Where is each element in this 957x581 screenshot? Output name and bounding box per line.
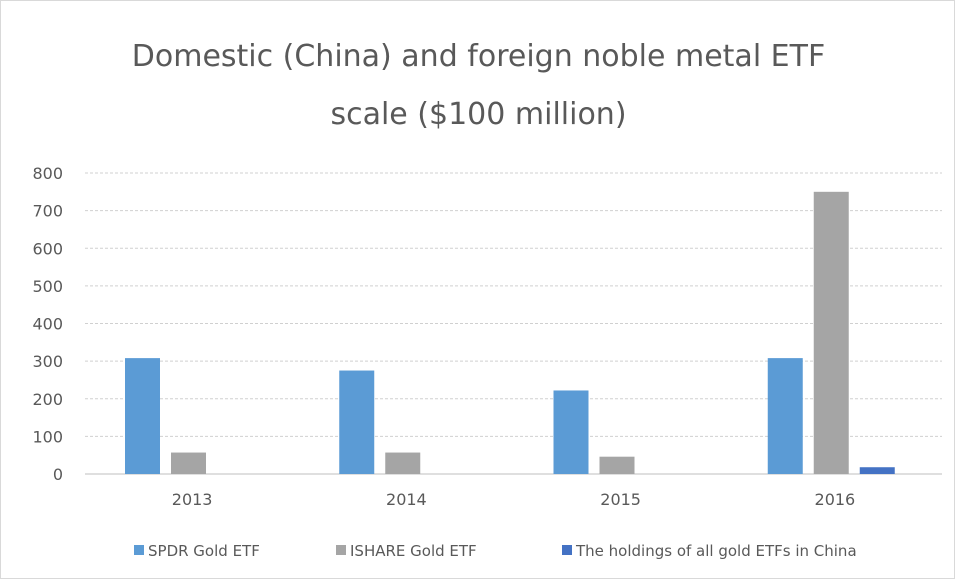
bar (339, 370, 375, 474)
bars (125, 191, 895, 474)
bar (125, 358, 160, 474)
legend-label: SPDR Gold ETF (148, 542, 260, 560)
legend-swatch (134, 545, 144, 555)
y-tick-label: 500 (32, 277, 63, 296)
legend: SPDR Gold ETF ISHARE Gold ETF The holdings… (134, 542, 857, 560)
x-tick-label: 2013 (172, 490, 213, 509)
bar (859, 467, 895, 474)
bar (599, 456, 635, 474)
legend-swatch (562, 545, 572, 555)
bar (813, 191, 849, 474)
x-axis-ticks: 2013 2014 2015 2016 (172, 490, 855, 509)
bar (385, 452, 421, 474)
x-tick-label: 2016 (815, 490, 856, 509)
y-tick-label: 700 (32, 202, 63, 221)
y-tick-label: 600 (32, 239, 63, 258)
y-tick-label: 100 (32, 427, 63, 446)
bar (171, 452, 206, 474)
y-tick-label: 300 (32, 352, 63, 371)
y-tick-label: 400 (32, 315, 63, 334)
legend-label: The holdings of all gold ETFs in China (575, 542, 857, 560)
y-axis-ticks: 0 100 200 300 400 500 600 700 800 (32, 164, 63, 484)
legend-label: ISHARE Gold ETF (350, 542, 477, 560)
legend-swatch (336, 545, 346, 555)
x-tick-label: 2014 (386, 490, 427, 509)
gridlines (85, 172, 942, 475)
chart-subtitle: scale ($100 million) (330, 97, 627, 132)
bar (553, 390, 589, 474)
chart-title: Domestic (China) and foreign noble metal… (131, 39, 826, 74)
y-tick-label: 200 (32, 390, 63, 409)
y-tick-label: 0 (53, 465, 63, 484)
x-tick-label: 2015 (600, 490, 641, 509)
y-tick-label: 800 (32, 164, 63, 183)
bar (767, 358, 803, 474)
